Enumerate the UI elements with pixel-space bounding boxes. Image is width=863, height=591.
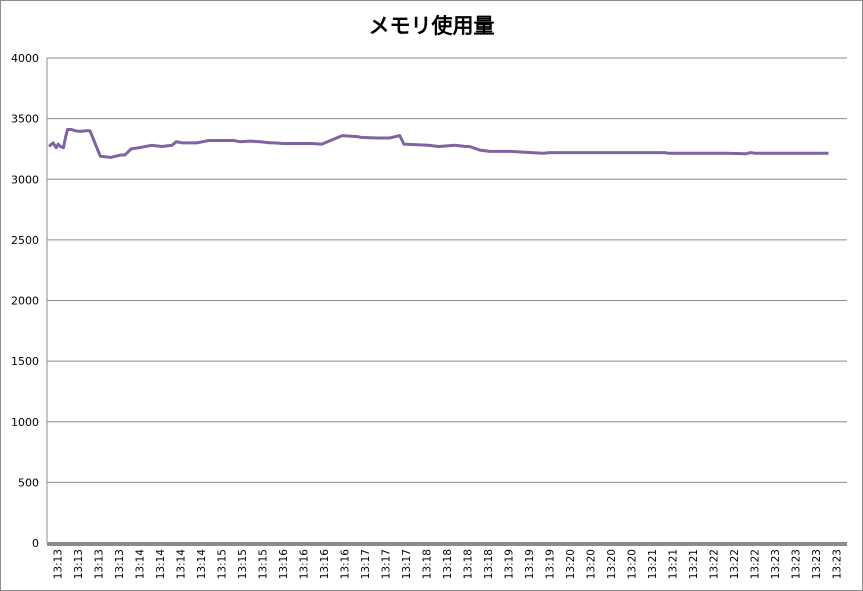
x-tick-label: 13:17 — [401, 549, 413, 579]
y-tick-label: 500 — [18, 476, 39, 489]
x-tick-label: 13:13 — [114, 549, 126, 579]
x-tick-label: 13:13 — [93, 549, 105, 579]
y-axis: 0 500 1000 1500 2000 2500 3000 3500 4000 — [11, 52, 48, 550]
chart-title: メモリ使用量 — [368, 14, 495, 38]
y-tick-label: 2500 — [11, 234, 39, 247]
x-tick-label: 13:18 — [442, 549, 454, 579]
x-tick-label: 13:20 — [565, 549, 577, 579]
x-tick-label: 13:15 — [237, 549, 249, 579]
x-tick-label: 13:18 — [421, 549, 433, 579]
y-tick-label: 4000 — [11, 52, 39, 65]
x-axis: 13:13 13:13 13:13 13:13 13:14 13:14 13:14 13:14… — [47, 542, 847, 580]
x-tick-label: 13:23 — [791, 549, 803, 579]
x-tick-label: 13:15 — [216, 549, 228, 579]
x-tick-label: 13:17 — [360, 549, 372, 579]
x-tick-label: 13:14 — [155, 549, 167, 580]
y-tick-label: 1500 — [11, 355, 39, 368]
x-tick-label: 13:17 — [380, 549, 392, 579]
x-tick-label: 13:21 — [668, 549, 680, 579]
series-line-0 — [48, 128, 829, 159]
x-tick-label: 13:19 — [504, 549, 516, 579]
x-tick-label: 13:22 — [709, 549, 721, 579]
gridlines — [47, 57, 847, 483]
y-tick-label: 1000 — [11, 416, 39, 429]
x-tick-label: 13:14 — [196, 549, 208, 580]
y-tick-label: 0 — [32, 537, 39, 550]
y-tick-label: 2000 — [11, 295, 39, 308]
x-tick-label: 13:16 — [339, 549, 351, 580]
x-tick-label: 13:13 — [73, 549, 85, 579]
x-tick-label: 13:19 — [524, 549, 536, 579]
x-tick-label: 13:16 — [298, 549, 310, 580]
x-tick-label: 13:14 — [134, 549, 146, 580]
y-tick-label: 3500 — [11, 113, 39, 126]
x-tick-label: 13:18 — [483, 549, 495, 579]
series-group — [48, 128, 829, 159]
x-tick-label: 13:21 — [647, 549, 659, 579]
x-tick-label: 13:20 — [627, 549, 639, 579]
x-tick-label: 13:23 — [770, 549, 782, 579]
x-tick-label: 13:14 — [175, 549, 187, 580]
x-tick-label: 13:16 — [278, 549, 290, 580]
x-tick-label: 13:23 — [811, 549, 823, 579]
x-tick-label: 13:16 — [319, 549, 331, 580]
x-tick-label: 13:22 — [750, 549, 762, 579]
y-tick-label: 3000 — [11, 173, 39, 186]
x-tick-label: 13:21 — [688, 549, 700, 579]
x-tick-label: 13:15 — [257, 549, 269, 579]
x-tick-label: 13:20 — [586, 549, 598, 579]
x-tick-label: 13:19 — [545, 549, 557, 579]
x-tick-label: 13:22 — [729, 549, 741, 579]
x-tick-label: 13:23 — [832, 549, 844, 579]
x-tick-label: 13:18 — [463, 549, 475, 579]
x-tick-label: 13:20 — [606, 549, 618, 579]
x-tick-label: 13:13 — [52, 549, 64, 579]
